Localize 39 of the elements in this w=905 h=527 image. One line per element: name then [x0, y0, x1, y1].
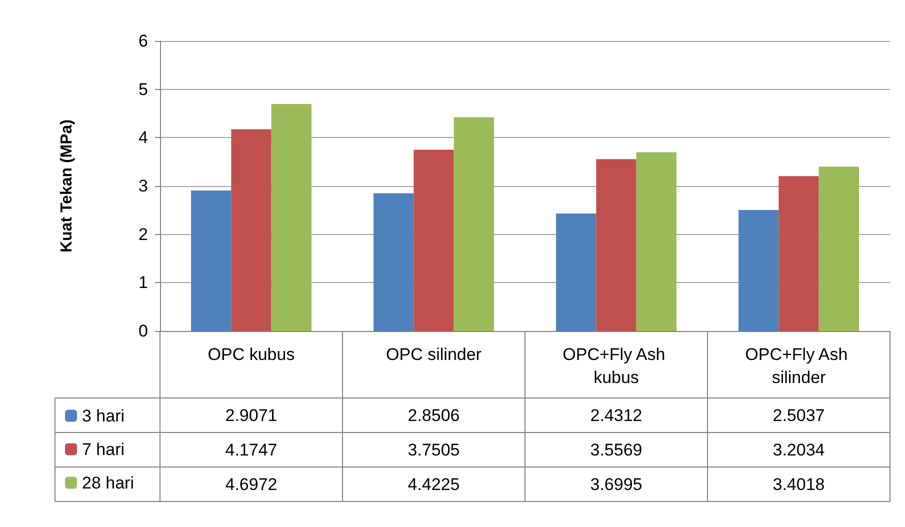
- x-tick-label: OPC silinder: [386, 345, 482, 364]
- bar: [596, 159, 636, 331]
- data-label: 3.2034: [772, 440, 825, 460]
- data-label: 3.4018: [772, 474, 825, 494]
- bar: [738, 210, 779, 331]
- y-tick-label: 6: [138, 32, 148, 50]
- bar: [556, 213, 596, 331]
- data-label: 3.7505: [408, 440, 460, 460]
- bar: [778, 176, 819, 331]
- x-tick-label: OPC+Fly Ash silinder: [745, 345, 852, 387]
- y-tick-label: 3: [138, 176, 148, 196]
- data-label: 4.6972: [225, 474, 278, 494]
- bar: [414, 150, 454, 331]
- data-label: 2.4312: [590, 406, 642, 425]
- bar: [454, 117, 494, 331]
- data-label: 4.4225: [408, 474, 460, 494]
- y-axis-title: Kuat Tekan (MPa): [58, 119, 76, 253]
- bar: [818, 166, 859, 331]
- y-tick-label: 1: [138, 273, 148, 292]
- bar: [636, 152, 676, 331]
- bar: [374, 193, 414, 331]
- legend-label: 3 hari: [82, 406, 125, 426]
- y-tick-label: 4: [138, 128, 148, 148]
- bar: [231, 129, 272, 331]
- legend-label: 28 hari: [82, 473, 134, 492]
- data-label: 4.1747: [225, 440, 278, 460]
- data-label: 2.5037: [772, 406, 825, 425]
- y-tick-label: 2: [138, 224, 148, 244]
- y-tick-label: 5: [138, 80, 148, 99]
- bar: [271, 104, 312, 331]
- data-label: 2.9071: [225, 406, 278, 425]
- y-tick-label: 0: [138, 322, 148, 340]
- data-label: 3.6995: [590, 474, 642, 494]
- x-tick-label: OPC+Fly Ash kubus: [562, 345, 670, 387]
- legend-label: 7 hari: [82, 440, 125, 459]
- data-label: 3.5569: [590, 440, 642, 460]
- x-tick-label: OPC kubus: [208, 345, 295, 364]
- bar: [191, 190, 232, 331]
- data-label: 2.8506: [408, 406, 460, 425]
